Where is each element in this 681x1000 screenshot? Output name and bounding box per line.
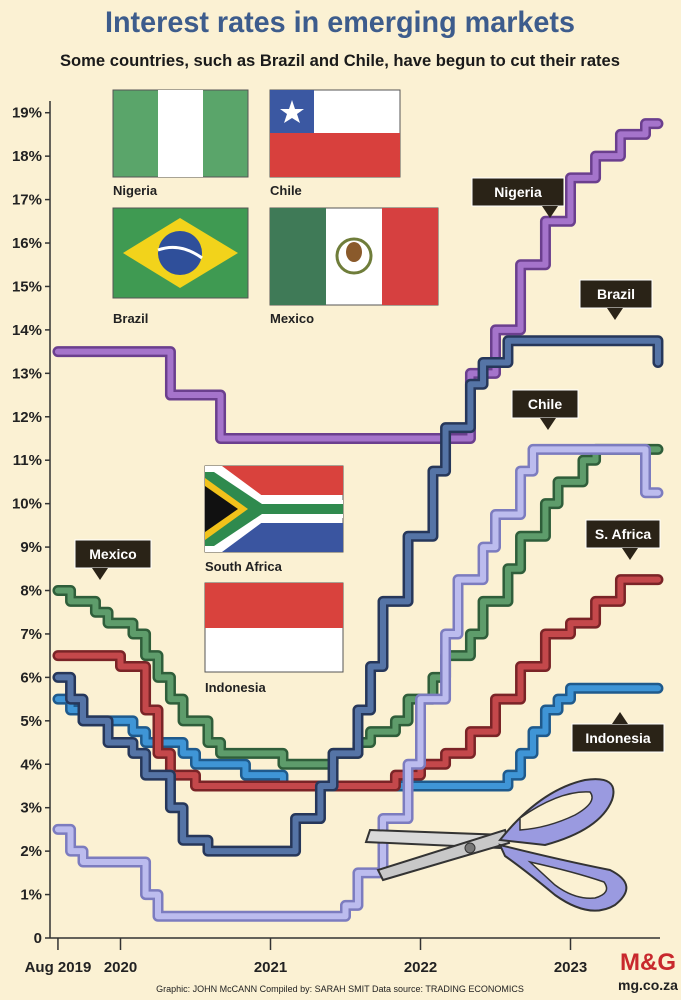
callout-box [579, 279, 653, 309]
callout-pointer [540, 418, 556, 430]
x-tick-label: 2021 [254, 959, 287, 976]
callout-box [471, 177, 565, 207]
flag-caption: Indonesia [205, 680, 266, 695]
flag-band [205, 472, 343, 546]
x-tick-label: 2020 [104, 959, 137, 976]
x-tick-label: Aug 2019 [25, 959, 92, 976]
y-tick-label: 17% [12, 192, 42, 209]
y-tick-label: 11% [13, 452, 42, 469]
axes: 0 1% 2% 3% 4% 5% 6% 7% 8% 9% 10% 11% 12% 13% 14% 15% 16%… [12, 101, 660, 976]
y-tick-label: 16% [12, 235, 42, 252]
legend-label: Mexico [89, 546, 136, 562]
flag-triangle [205, 486, 238, 532]
y-tick-label: 1% [20, 887, 42, 904]
flag-indonesia: Indonesia [204, 582, 344, 695]
flag-stripe [270, 133, 400, 177]
flag-caption: South Africa [205, 559, 283, 574]
y-tick-label: 6% [20, 669, 42, 686]
chart-subtitle: Some countries, such as Brazil and Chile… [60, 51, 620, 70]
y-tick-label: 5% [20, 713, 42, 730]
y-tick-label: 18% [12, 148, 42, 165]
scissor-hole [527, 860, 608, 899]
callout-pointer [607, 308, 623, 320]
flag-stripe [382, 208, 438, 305]
credits: Graphic: JOHN McCANN Compiled by: SARAH … [156, 984, 524, 994]
y-tick-label: 9% [20, 539, 42, 556]
callout-box [74, 539, 152, 569]
y-tick-label: 13% [12, 365, 42, 382]
callout-pointer [622, 548, 638, 560]
flag-south-africa: South Africa [204, 465, 344, 574]
callout: Indonesia [571, 712, 665, 753]
flag-emblem [335, 237, 373, 275]
legend-label: S. Africa [595, 526, 651, 542]
callout: Mexico [74, 539, 152, 580]
legend-label: Indonesia [585, 730, 651, 746]
flag-stripe [158, 90, 203, 177]
callout-box [571, 723, 665, 753]
flag-caption: Brazil [113, 311, 148, 326]
y-tick-label: 8% [20, 583, 42, 600]
flag-caption: Nigeria [113, 183, 158, 198]
flag-caption: Mexico [270, 311, 314, 326]
callout: S. Africa [585, 519, 661, 560]
callout-box [511, 389, 579, 419]
flag-stripe [205, 583, 343, 628]
scissors [364, 778, 628, 912]
y-tick-label: 19% [12, 105, 42, 122]
callout: Chile [511, 389, 579, 430]
flag-mexico: Mexico [269, 207, 439, 326]
callout: Nigeria [471, 177, 565, 218]
flag-brazil: Brazil [112, 207, 249, 326]
chart-title: Interest rates in emerging markets [105, 6, 575, 39]
y-tick-label: 0 [34, 930, 42, 947]
logo: M&G [620, 949, 676, 976]
callout: Brazil [579, 279, 653, 320]
series-line [54, 337, 661, 855]
legend-label: Brazil [597, 286, 635, 302]
callout-pointer [612, 712, 628, 724]
flag-band [157, 245, 203, 260]
x-tick-label: 2023 [554, 959, 587, 976]
y-tick-label: 7% [20, 626, 42, 643]
callout-box [585, 519, 661, 549]
legend-label: Nigeria [494, 184, 542, 200]
y-tick-label: 14% [12, 322, 42, 339]
series-line [54, 120, 661, 442]
y-tick-label: 3% [20, 800, 42, 817]
website: mg.co.za [618, 977, 678, 993]
legend-label: Chile [528, 396, 562, 412]
y-tick-label: 15% [12, 278, 42, 295]
flag-chile: Chile [269, 89, 401, 198]
flag-star [280, 100, 304, 123]
flags: Nigeria Chile Brazil Mexico [112, 89, 439, 695]
scissor-hole [519, 791, 593, 831]
y-tick-label: 4% [20, 756, 42, 773]
flag-eagle [346, 242, 362, 262]
flag-stripe [270, 208, 326, 305]
series-line [54, 576, 661, 789]
scissor-blade [376, 828, 511, 882]
flag-nigeria: Nigeria [112, 89, 249, 198]
y-tick-label: 10% [12, 496, 42, 513]
y-tick-label: 12% [12, 409, 42, 426]
callout-pointer [542, 206, 558, 218]
callout-pointer [92, 568, 108, 580]
flag-globe [158, 231, 202, 275]
flag-caption: Chile [270, 183, 302, 198]
y-tick-label: 2% [20, 843, 42, 860]
x-tick-label: 2022 [404, 959, 437, 976]
scissor-pivot [464, 842, 476, 854]
